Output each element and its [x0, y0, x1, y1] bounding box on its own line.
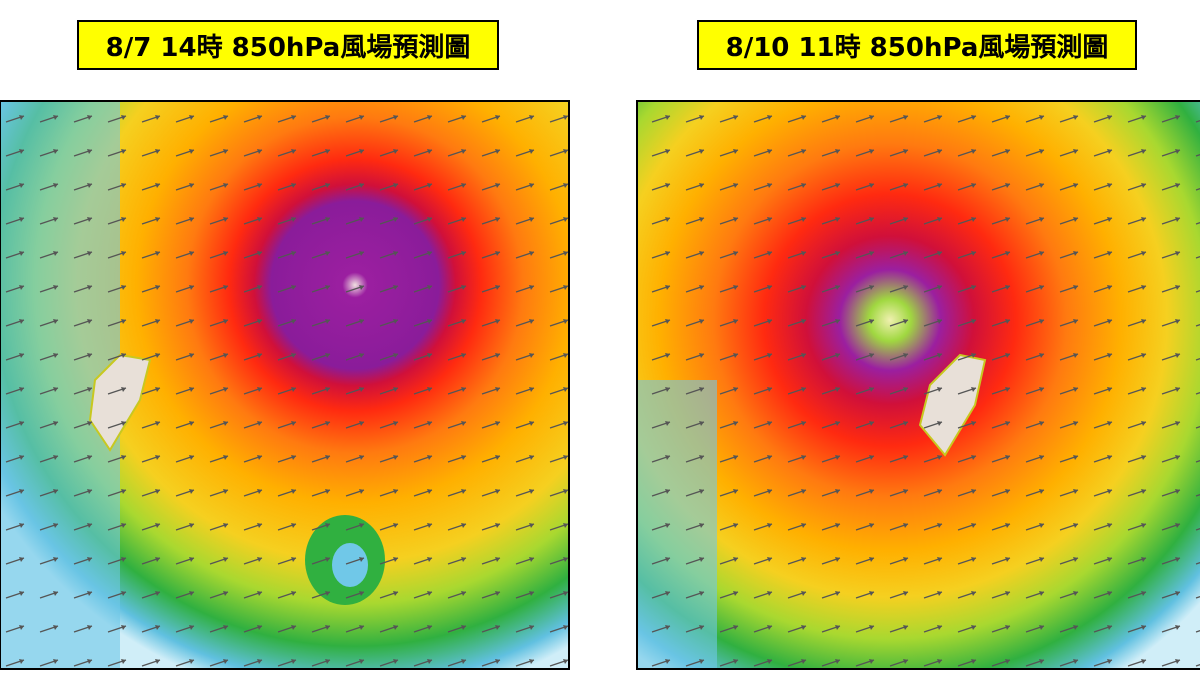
wind-map	[637, 101, 1200, 669]
wind-map	[0, 101, 569, 669]
map-frame	[636, 100, 1200, 670]
map-frame	[0, 100, 570, 670]
panel-title: 8/10 11時 850hPa風場預測圖	[697, 20, 1137, 70]
panel-title: 8/7 14時 850hPa風場預測圖	[77, 20, 499, 70]
